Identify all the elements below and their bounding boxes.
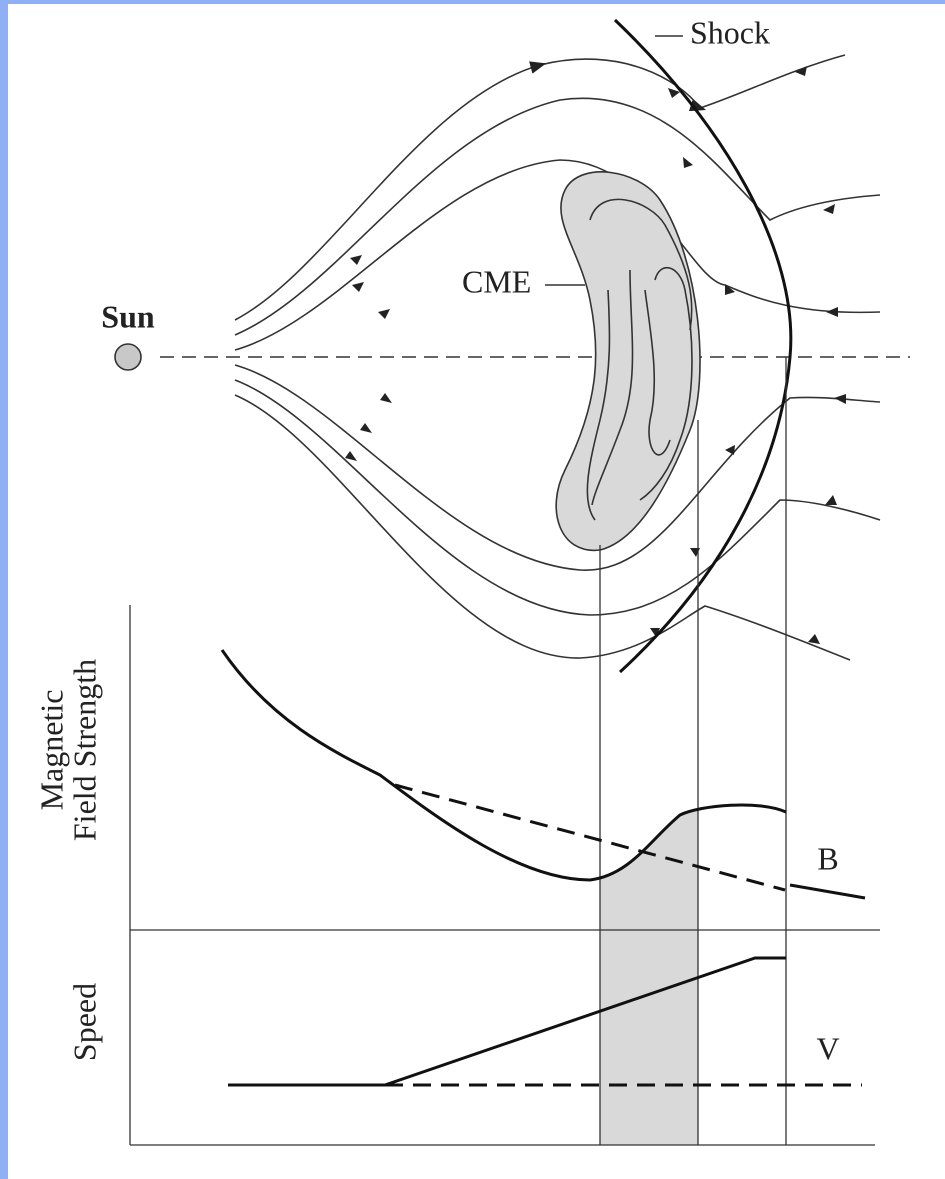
magnetic-axis-label: Field Strength	[66, 659, 102, 841]
cme-body	[556, 172, 700, 550]
sun	[115, 344, 141, 370]
b-curve	[222, 650, 786, 880]
b-tail	[790, 885, 865, 898]
v-curve	[228, 958, 786, 1085]
magnetic-axis-label: Magnetic	[33, 690, 69, 811]
b-shade	[600, 808, 698, 930]
cme-diagram: Shock CME Sun B V Magnetic Field Strengt…	[0, 0, 945, 1179]
plot-axes	[130, 357, 880, 1145]
b-label: B	[817, 840, 838, 876]
cme-label: CME	[462, 263, 531, 299]
sun-label: Sun	[101, 298, 155, 334]
speed-axis-label: Speed	[66, 983, 102, 1061]
page: Shock CME Sun B V Magnetic Field Strengt…	[0, 0, 945, 1179]
v-shade	[600, 930, 698, 1145]
b-dashed	[395, 785, 785, 890]
shock-label: Shock	[690, 14, 770, 50]
v-label: V	[816, 1030, 839, 1066]
